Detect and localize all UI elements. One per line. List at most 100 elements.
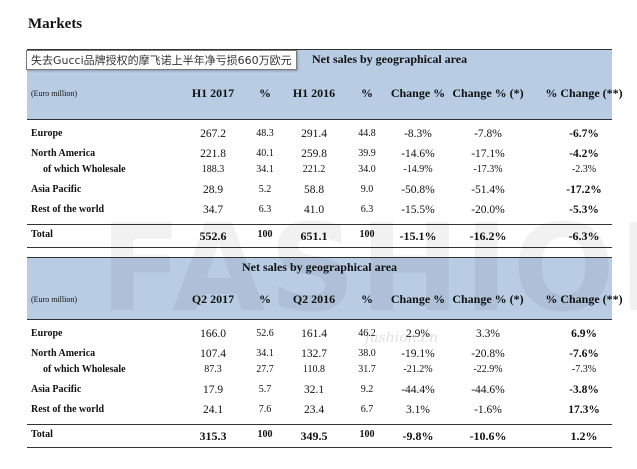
table-cell: 46.2 (358, 328, 376, 339)
table-cell: -22.9% (473, 364, 503, 375)
column-header: (Euro million) (31, 89, 77, 98)
total-cell: 100 (359, 229, 375, 240)
column-headers: (Euro million) Q2 2017% Q2 2016% Change % Ch… (27, 292, 623, 310)
table-cell: -14.6% (401, 148, 435, 160)
table-row: North America 107.4 34.1 132.7 38.0 -19.1% -20… (27, 348, 612, 364)
total-cell: -10.6% (469, 429, 507, 443)
table-cell: 38.0 (358, 348, 376, 359)
table-cell: -44.4% (401, 384, 435, 396)
row-label: Rest of the world (31, 204, 105, 215)
total-cell: 100 (257, 229, 273, 240)
tooltip-banner: 失去Gucci品牌授权的摩飞诺上半年净亏损660万欧元 (26, 50, 297, 70)
table-title: Net sales by geographical area (312, 52, 468, 66)
total-cell: 315.3 (199, 429, 227, 443)
row-label: of which Wholesale (43, 164, 126, 175)
total-label: Total (31, 429, 53, 440)
table-row: Asia Pacific 17.9 5.7 32.1 9.2 -44.4% -44.6% -3… (27, 384, 612, 400)
table-row: Europe 166.0 52.6 161.4 46.2 2.9% 3.3% 6.9% (27, 328, 612, 344)
total-cell: 1.2% (570, 429, 598, 443)
table-cell: 5.7 (258, 384, 272, 395)
table-cell: 267.2 (200, 128, 226, 140)
table-cell: 27.7 (256, 364, 274, 375)
table-cell: 6.9% (571, 328, 597, 340)
table-cell: -6.7% (569, 128, 599, 140)
table-title: Net sales by geographical area (241, 260, 398, 274)
table-cell: -20.0% (471, 204, 505, 216)
table-cell: 9.2 (360, 384, 374, 395)
row-label: Asia Pacific (31, 184, 82, 195)
table-cell: -19.1% (401, 348, 435, 360)
table-cell: 17.9 (202, 384, 224, 396)
table-cell: -21.2% (403, 364, 433, 375)
total-label: Total (31, 229, 53, 240)
table-cell: 58.8 (303, 184, 325, 196)
column-header: Change % (390, 86, 446, 100)
watermark-url: fashion.cn (365, 330, 438, 346)
column-header: Change % (*) (452, 86, 524, 100)
table-cell: 17.3% (568, 404, 600, 416)
table-body: Europe 267.2 48.3 291.4 44.8 -8.3% -7.8% -6.7% N… (27, 120, 612, 224)
q2-sales-table: Net sales by geographical area (Euro mil… (27, 257, 623, 448)
table-cell: -14.9% (403, 164, 433, 175)
table-row: Rest of the world 34.7 6.3 41.0 6.3 -15.5% -20… (27, 204, 612, 220)
row-label: of which Wholesale (43, 364, 126, 375)
table-cell: 107.4 (200, 348, 226, 360)
column-header: H1 2017 (191, 86, 235, 100)
column-header: Q2 2016 (292, 292, 336, 306)
total-cell: 100 (359, 429, 375, 440)
table-cell: 34.0 (358, 164, 376, 175)
column-header: Change % (390, 292, 446, 306)
table-cell: -4.2% (569, 148, 599, 160)
table-cell: 23.4 (303, 404, 325, 416)
table-cell: 291.4 (301, 128, 327, 140)
table-cell: 221.2 (302, 164, 326, 175)
table-row: of which Wholesale 188.3 34.1 221.2 34.0 -14.… (27, 164, 612, 180)
table-cell: 41.0 (303, 204, 325, 216)
table-cell: -8.3% (404, 128, 432, 140)
table-cell: 7.6 (258, 404, 272, 415)
total-cell: -9.8% (402, 429, 434, 443)
table-cell: 52.6 (256, 328, 274, 339)
row-label: Europe (31, 128, 63, 139)
column-header: % (361, 86, 373, 100)
column-header: H1 2016 (292, 86, 336, 100)
total-cell: 100 (257, 429, 273, 440)
table-cell: 9.0 (360, 184, 374, 195)
table-cell: 3.3% (476, 328, 500, 340)
table-cell: 44.8 (358, 128, 376, 139)
column-header: % Change (**) (545, 292, 623, 306)
column-header: (Euro million) (31, 295, 77, 304)
table-cell: 31.7 (358, 364, 376, 375)
table-cell: -7.8% (474, 128, 502, 140)
total-row: Total 315.3 100 349.5 100 -9.8% -10.6% 1.2% (27, 424, 612, 448)
table-cell: -17.2% (566, 184, 602, 196)
table-cell: 32.1 (303, 384, 325, 396)
table-cell: 259.8 (301, 148, 327, 160)
row-label: Asia Pacific (31, 384, 82, 395)
table-row: Europe 267.2 48.3 291.4 44.8 -8.3% -7.8% -6.7% (27, 128, 612, 144)
column-header: Q2 2017 (191, 292, 235, 306)
row-label: North America (31, 148, 96, 159)
table-cell: -15.5% (401, 204, 435, 216)
column-header: % (259, 292, 271, 306)
table-cell: -7.3% (571, 364, 597, 375)
table-cell: -50.8% (401, 184, 435, 196)
h1-sales-table: Net sales by geographical area (Euro mil… (27, 49, 623, 248)
total-cell: 552.6 (199, 229, 227, 243)
table-cell: -7.6% (569, 348, 599, 360)
column-header: % (259, 86, 271, 100)
table-cell: 34.1 (256, 164, 274, 175)
table-cell: 221.8 (200, 148, 226, 160)
table-cell: 87.3 (204, 364, 222, 375)
table-cell: 34.1 (256, 348, 274, 359)
total-row: Total 552.6 100 651.1 100 -15.1% -16.2% -6.3% (27, 224, 612, 248)
table-cell: 6.3 (258, 204, 272, 215)
table-cell: 3.1% (406, 404, 430, 416)
table-cell: 132.7 (301, 348, 327, 360)
table-body: Europe 166.0 52.6 161.4 46.2 2.9% 3.3% 6.9% Nort… (27, 320, 612, 424)
table-cell: 34.7 (202, 204, 224, 216)
row-label: North America (31, 348, 96, 359)
table-cell: -3.8% (569, 384, 599, 396)
table-cell: -20.8% (471, 348, 505, 360)
table-cell: 110.8 (302, 364, 326, 375)
